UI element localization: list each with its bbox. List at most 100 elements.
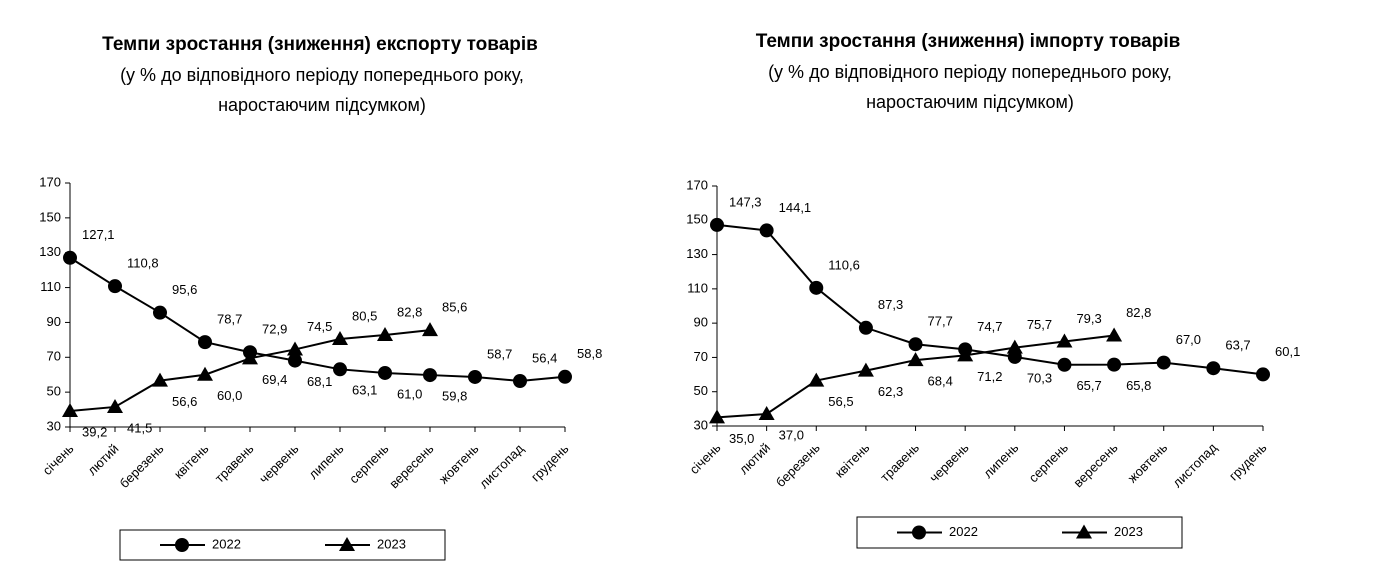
- data-label: 72,9: [262, 322, 287, 337]
- data-label: 82,8: [397, 304, 422, 319]
- y-tick-label: 30: [47, 418, 61, 433]
- data-label: 41,5: [127, 420, 152, 435]
- data-label: 58,7: [487, 346, 512, 361]
- x-tick-label: серпень: [346, 441, 392, 487]
- series-line: [69, 256, 566, 382]
- marker-circle: [378, 365, 392, 380]
- legend-label: 2023: [377, 536, 406, 551]
- y-tick-label: 110: [687, 280, 708, 295]
- marker-triangle: [907, 352, 924, 367]
- x-tick-label: липень: [980, 440, 1021, 481]
- marker-triangle: [857, 362, 874, 377]
- data-label: 74,5: [307, 319, 332, 334]
- data-label: 69,4: [262, 372, 287, 387]
- x-tick-label: серпень: [1026, 440, 1072, 486]
- marker-triangle: [107, 398, 123, 413]
- marker-triangle: [332, 330, 348, 345]
- data-label: 110,6: [828, 257, 860, 272]
- data-label: 65,7: [1076, 378, 1101, 393]
- data-label: 147,3: [729, 194, 762, 209]
- data-label: 59,8: [442, 389, 467, 404]
- x-tick-label: вересень: [1070, 440, 1120, 490]
- x-tick-label: квітень: [171, 441, 212, 482]
- data-label: 65,8: [1126, 378, 1151, 393]
- marker-circle: [1256, 367, 1270, 382]
- legend-box: [119, 529, 446, 561]
- marker-triangle: [1106, 327, 1123, 342]
- marker-triangle: [422, 322, 438, 337]
- x-tick-label: червень: [256, 441, 302, 487]
- marker-triangle: [287, 341, 303, 356]
- marker-circle: [858, 320, 873, 335]
- y-tick-label: 130: [39, 244, 61, 259]
- marker-circle: [423, 368, 437, 383]
- data-label: 85,6: [442, 300, 467, 315]
- x-tick-label: травень: [877, 440, 922, 485]
- y-tick-label: 150: [686, 212, 708, 227]
- chart-title: Темпи зростання (зниження) імпорту товар…: [756, 31, 1181, 52]
- x-tick-label: вересень: [386, 441, 436, 491]
- x-tick-label: жовтень: [436, 441, 482, 487]
- series-line: [69, 329, 431, 412]
- data-label: 35,0: [729, 431, 754, 446]
- chart-subtitle: наростаючим підсумком): [866, 92, 1074, 112]
- marker-circle: [333, 362, 347, 377]
- x-tick-label: квітень: [832, 440, 873, 481]
- y-tick-label: 90: [694, 315, 708, 330]
- y-tick-label: 90: [47, 314, 61, 329]
- x-tick-label: липень: [305, 441, 346, 482]
- legend-label: 2022: [212, 536, 241, 551]
- marker-triangle: [62, 402, 78, 417]
- series-line: [716, 223, 1264, 376]
- data-label: 78,7: [217, 312, 242, 327]
- marker-circle: [513, 373, 527, 388]
- y-tick-label: 50: [694, 383, 708, 398]
- data-label: 60,0: [217, 388, 242, 403]
- x-tick-label: січень: [687, 440, 724, 477]
- x-tick-label: березень: [773, 440, 823, 490]
- data-label: 77,7: [928, 314, 953, 329]
- x-tick-label: червень: [926, 440, 972, 486]
- marker-triangle: [339, 537, 355, 551]
- marker-circle: [912, 525, 926, 540]
- y-tick-label: 70: [47, 349, 61, 364]
- data-label: 79,3: [1076, 311, 1101, 326]
- chart-subtitle: (у % до відповідного періоду попередньог…: [768, 62, 1172, 82]
- marker-circle: [1057, 357, 1072, 372]
- marker-triangle: [957, 347, 974, 362]
- y-tick-label: 50: [47, 384, 61, 399]
- marker-circle: [908, 337, 923, 352]
- data-label: 39,2: [82, 424, 107, 439]
- data-label: 56,6: [172, 394, 197, 409]
- x-tick-label: травень: [212, 441, 257, 486]
- data-label: 68,1: [307, 374, 332, 389]
- x-tick-label: березень: [117, 441, 167, 491]
- legend-label: 2022: [949, 524, 978, 539]
- marker-triangle: [197, 366, 213, 381]
- data-label: 70,3: [1027, 370, 1052, 385]
- data-label: 67,0: [1176, 332, 1201, 347]
- marker-triangle: [152, 372, 168, 387]
- chart-subtitle: (у % до відповідного періоду попередньог…: [120, 65, 524, 85]
- marker-circle: [710, 217, 724, 232]
- marker-triangle: [1056, 333, 1073, 348]
- marker-triangle: [377, 326, 393, 341]
- marker-triangle: [758, 406, 775, 420]
- data-label: 60,1: [1275, 344, 1300, 359]
- x-tick-label: лютий: [84, 441, 121, 478]
- x-tick-label: грудень: [528, 441, 572, 485]
- marker-circle: [759, 223, 774, 238]
- y-tick-label: 130: [686, 246, 708, 261]
- x-tick-label: листопад: [1170, 440, 1221, 491]
- data-label: 110,8: [127, 256, 159, 271]
- marker-circle: [175, 538, 189, 552]
- x-tick-label: листопад: [476, 441, 527, 492]
- marker-triangle: [1076, 524, 1092, 539]
- marker-triangle: [242, 350, 258, 365]
- marker-circle: [558, 369, 572, 384]
- marker-circle: [468, 369, 482, 384]
- chart-title: Темпи зростання (зниження) експорту това…: [102, 34, 538, 55]
- marker-circle: [198, 335, 212, 350]
- marker-circle: [1156, 355, 1171, 370]
- data-label: 63,7: [1225, 338, 1250, 353]
